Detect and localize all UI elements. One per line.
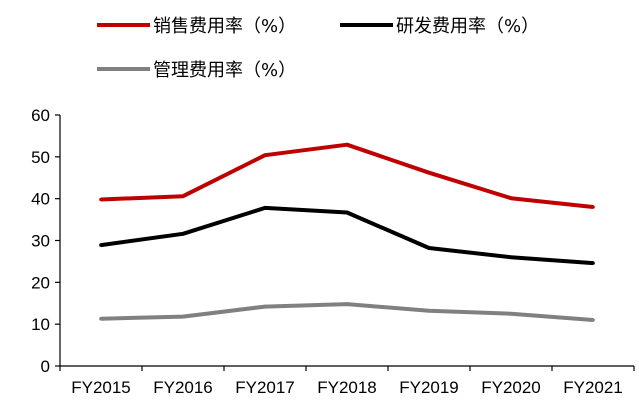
data-point <box>509 311 513 316</box>
data-point <box>99 197 103 202</box>
data-point <box>509 255 513 259</box>
series-lines <box>99 142 595 322</box>
legend-label: 研发费用率（%） <box>396 16 539 37</box>
y-tick-label: 50 <box>31 148 50 167</box>
x-tick-label: FY2015 <box>71 378 131 397</box>
legend-label: 管理费用率（%） <box>153 60 296 81</box>
data-point <box>181 194 185 198</box>
y-tick-label: 30 <box>31 232 50 251</box>
data-point <box>263 304 267 309</box>
data-point <box>345 302 349 306</box>
data-point <box>345 210 349 215</box>
y-tick-label: 20 <box>31 273 50 292</box>
legend: 销售费用率（%） 研发费用率（%） 管理费用率（%） <box>97 16 539 81</box>
data-point <box>427 246 431 250</box>
legend-item: 管理费用率（%） <box>97 60 296 81</box>
data-point <box>263 153 267 157</box>
data-point <box>591 261 595 265</box>
x-tick-label: FY2016 <box>153 378 213 397</box>
series-line <box>100 302 594 322</box>
data-point <box>591 318 595 322</box>
x-tick-label: FY2021 <box>563 378 623 397</box>
x-tick-label: FY2018 <box>317 378 377 397</box>
series-2 <box>99 302 595 322</box>
y-tick-label: 10 <box>31 315 50 334</box>
x-tick-label: FY2020 <box>481 378 541 397</box>
data-point <box>509 196 513 200</box>
y-tick-label: 40 <box>31 190 50 209</box>
legend-item: 研发费用率（%） <box>340 16 539 37</box>
series-line <box>100 205 594 266</box>
data-point <box>181 232 185 236</box>
legend-item: 销售费用率（%） <box>97 16 296 37</box>
data-point <box>99 243 103 247</box>
x-tick-label: FY2017 <box>235 378 295 397</box>
data-point <box>427 309 431 313</box>
data-point <box>99 316 103 321</box>
data-point <box>181 314 185 319</box>
data-point <box>345 142 349 147</box>
y-tick-label: 0 <box>41 357 50 376</box>
data-point <box>427 170 431 175</box>
y-tick-label: 60 <box>31 106 50 125</box>
series-0 <box>99 142 595 209</box>
legend-label: 销售费用率（%） <box>153 16 296 37</box>
axes: 0 10 20 30 40 50 60 FY2015 FY2016 FY2017 FY2018 FY2… <box>31 106 635 397</box>
data-point <box>591 205 595 209</box>
data-point <box>263 206 267 210</box>
x-tick-label: FY2019 <box>399 378 459 397</box>
series-1 <box>99 205 595 266</box>
series-line <box>100 142 594 209</box>
